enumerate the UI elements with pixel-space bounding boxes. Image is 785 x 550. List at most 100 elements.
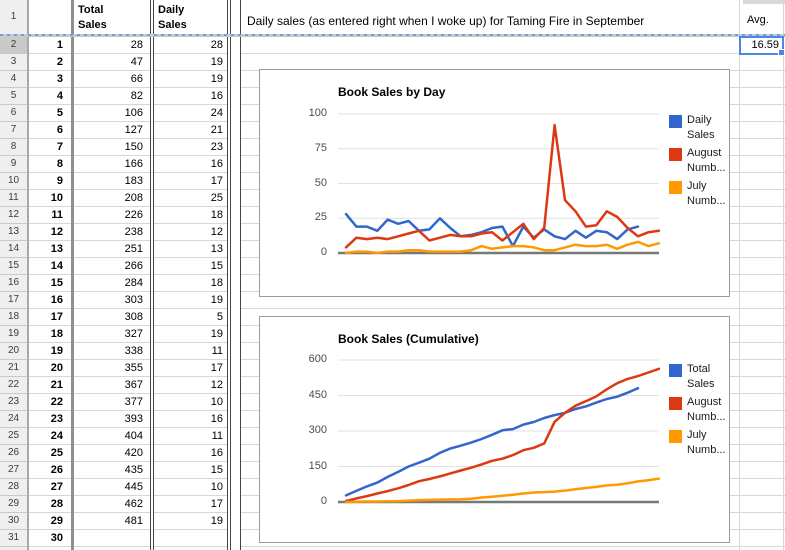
cell[interactable]: 28 [74, 37, 150, 54]
cell[interactable] [740, 258, 785, 275]
row-header[interactable]: 4 [0, 71, 28, 88]
cell[interactable] [740, 292, 785, 309]
cell[interactable]: 393 [74, 411, 150, 428]
cell[interactable]: 327 [74, 326, 150, 343]
cell[interactable] [740, 241, 785, 258]
cell[interactable]: 10 [154, 394, 227, 411]
row-header[interactable]: 6 [0, 105, 28, 122]
cell[interactable] [154, 530, 227, 547]
cell[interactable]: 17 [154, 173, 227, 190]
cell[interactable] [740, 190, 785, 207]
cell[interactable]: 5 [154, 309, 227, 326]
cell[interactable] [740, 343, 785, 360]
row-header[interactable]: 23 [0, 394, 28, 411]
cell[interactable]: 15 [154, 462, 227, 479]
avg-header[interactable]: Avg. [740, 0, 784, 36]
row-header[interactable]: 14 [0, 241, 28, 258]
cell[interactable]: 22 [28, 394, 71, 411]
cell[interactable]: 150 [74, 139, 150, 156]
row-header[interactable]: 17 [0, 292, 28, 309]
cell[interactable] [74, 530, 150, 547]
row-header[interactable]: 9 [0, 156, 28, 173]
cell[interactable]: 420 [74, 445, 150, 462]
sheet-title-note[interactable]: Daily sales (as entered right when I wok… [241, 0, 739, 36]
cell[interactable] [740, 54, 785, 71]
cell[interactable]: 266 [74, 258, 150, 275]
cell[interactable]: 19 [154, 54, 227, 71]
row-header[interactable]: 21 [0, 360, 28, 377]
cell[interactable]: 16 [154, 445, 227, 462]
cell[interactable] [740, 224, 785, 241]
daily-sales-header[interactable]: Daily Sales [154, 0, 227, 36]
cell[interactable]: 21 [28, 377, 71, 394]
cell[interactable] [740, 173, 785, 190]
row-header[interactable]: 28 [0, 479, 28, 496]
cell[interactable]: 2 [28, 54, 71, 71]
row-header[interactable]: 24 [0, 411, 28, 428]
cell[interactable] [740, 496, 785, 513]
cell[interactable] [241, 37, 739, 54]
cell[interactable] [740, 445, 785, 462]
total-sales-header[interactable]: Total Sales [74, 0, 150, 36]
cell[interactable] [740, 326, 785, 343]
cell[interactable]: 127 [74, 122, 150, 139]
cell[interactable] [740, 462, 785, 479]
row-header[interactable]: 16 [0, 275, 28, 292]
cell[interactable]: 19 [154, 292, 227, 309]
cell[interactable]: 12 [154, 377, 227, 394]
cell[interactable]: 15 [28, 275, 71, 292]
cell[interactable] [740, 139, 785, 156]
cell[interactable]: 1 [28, 37, 71, 54]
cell[interactable]: 15 [154, 258, 227, 275]
cell[interactable]: 404 [74, 428, 150, 445]
cell[interactable]: 14 [28, 258, 71, 275]
cell[interactable]: 16 [154, 411, 227, 428]
row-header[interactable]: 11 [0, 190, 28, 207]
row-header[interactable]: 22 [0, 377, 28, 394]
cell[interactable] [740, 207, 785, 224]
cell[interactable]: 238 [74, 224, 150, 241]
row-header[interactable]: 15 [0, 258, 28, 275]
cell[interactable]: 7 [28, 139, 71, 156]
cell[interactable]: 29 [28, 513, 71, 530]
cell[interactable]: 18 [154, 275, 227, 292]
cell[interactable]: 3 [28, 71, 71, 88]
cell[interactable]: 25 [154, 190, 227, 207]
selected-cell[interactable]: 16.59 [739, 36, 785, 56]
cell[interactable] [740, 479, 785, 496]
cell[interactable]: 18 [28, 326, 71, 343]
cell[interactable]: 355 [74, 360, 150, 377]
cell[interactable]: 16 [154, 88, 227, 105]
cell[interactable]: 47 [74, 54, 150, 71]
cell[interactable]: 377 [74, 394, 150, 411]
cell[interactable]: 28 [154, 37, 227, 54]
cell[interactable] [740, 71, 785, 88]
fill-handle[interactable] [778, 49, 785, 56]
cell[interactable]: 5 [28, 105, 71, 122]
cell[interactable]: 19 [154, 513, 227, 530]
cell[interactable]: 66 [74, 71, 150, 88]
cell[interactable]: 12 [28, 224, 71, 241]
row-header[interactable]: 3 [0, 54, 28, 71]
chart-book-sales-by-day[interactable]: Book Sales by Day 0 25 50 75 100 Daily Sales A… [259, 69, 730, 297]
cell[interactable]: 481 [74, 513, 150, 530]
cell[interactable]: 106 [74, 105, 150, 122]
cell[interactable]: 21 [154, 122, 227, 139]
cell[interactable]: 12 [154, 224, 227, 241]
cell[interactable]: 82 [74, 88, 150, 105]
cell[interactable] [241, 292, 739, 309]
cell[interactable]: 16 [28, 292, 71, 309]
cell[interactable] [740, 530, 785, 547]
cell[interactable]: 10 [28, 190, 71, 207]
cell[interactable]: 251 [74, 241, 150, 258]
cell[interactable]: 166 [74, 156, 150, 173]
row-header[interactable]: 7 [0, 122, 28, 139]
cell[interactable]: 6 [28, 122, 71, 139]
cell[interactable]: 308 [74, 309, 150, 326]
cell[interactable] [740, 88, 785, 105]
row-header[interactable]: 26 [0, 445, 28, 462]
cell[interactable]: 11 [154, 343, 227, 360]
cell[interactable] [740, 122, 785, 139]
cell[interactable]: 17 [28, 309, 71, 326]
row-header[interactable]: 18 [0, 309, 28, 326]
